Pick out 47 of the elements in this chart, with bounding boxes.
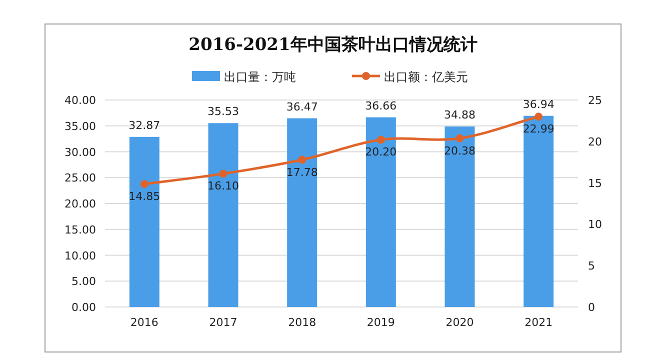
bar [208, 123, 238, 307]
data-label: 35.53 [208, 105, 239, 118]
y-tick-label: 5.00 [72, 275, 96, 288]
legend-label: 出口额：亿美元 [384, 70, 468, 84]
chart-title: 2016-2021年中国茶叶出口情况统计 [188, 35, 478, 55]
y-tick-label: 25.00 [64, 172, 96, 185]
bar [524, 116, 554, 307]
y2-tick-label: 0 [588, 301, 595, 314]
data-label: 34.88 [444, 108, 476, 122]
point [140, 180, 148, 188]
y-tick-label: 35.00 [64, 120, 96, 133]
point [456, 134, 464, 142]
y-tick-label: 0.00 [72, 301, 96, 314]
data-label: 36.66 [365, 99, 397, 112]
point [219, 170, 228, 178]
data-label: 36.47 [286, 100, 318, 114]
x-tick-label: 2018 [288, 316, 316, 329]
data-label: 20.20 [365, 146, 397, 159]
y2-tick-label: 15 [588, 176, 602, 190]
bar [129, 136, 160, 307]
y-tick-label: 30.00 [64, 146, 96, 159]
y2-tick-label: 5 [588, 260, 595, 273]
point [534, 112, 543, 121]
bar [444, 126, 475, 307]
y-tick-label: 40.00 [64, 94, 96, 107]
legend-label: 出口量：万吨 [224, 70, 296, 84]
y-tick-label: 15.00 [64, 223, 96, 236]
bar [366, 117, 396, 307]
x-tick-label: 2019 [366, 316, 395, 329]
y2-tick-label: 25 [588, 94, 602, 107]
x-tick-label: 2016 [130, 316, 158, 329]
data-label: 16.10 [208, 180, 239, 193]
data-label: 20.38 [444, 144, 476, 158]
y-tick-label: 20.00 [64, 198, 96, 210]
y-tick-label: 10.00 [64, 249, 96, 262]
x-tick-label: 2020 [446, 316, 474, 329]
data-label: 14.85 [128, 190, 160, 204]
data-label: 36.94 [522, 98, 554, 111]
point [376, 136, 385, 144]
data-label: 32.87 [128, 118, 160, 132]
data-label: 22.99 [522, 122, 554, 136]
x-tick-label: 2021 [524, 316, 553, 329]
bar [287, 118, 318, 307]
x-tick-label: 2017 [209, 316, 238, 329]
y2-tick-label: 20 [588, 135, 602, 148]
y2-tick-label: 10 [588, 218, 602, 232]
point [298, 156, 306, 164]
